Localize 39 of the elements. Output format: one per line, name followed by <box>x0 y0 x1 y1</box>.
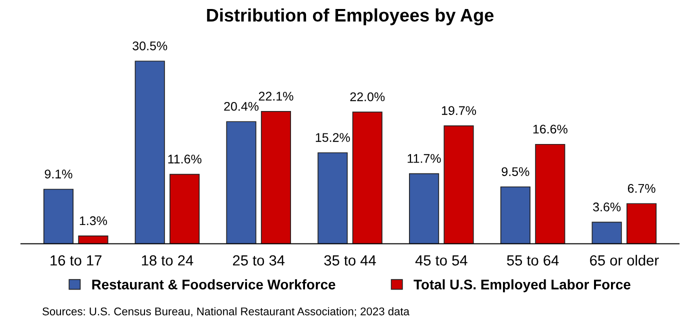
legend-label: Restaurant & Foodservice Workforce <box>92 279 336 290</box>
bar <box>226 121 256 244</box>
x-tick-label: 55 to 64 <box>507 255 559 266</box>
bar <box>43 188 74 244</box>
data-label: 20.4% <box>224 102 259 111</box>
x-tick-label: 18 to 24 <box>142 255 194 266</box>
data-label: 22.1% <box>258 92 294 101</box>
bar <box>260 111 292 244</box>
data-label: 6.7% <box>628 184 656 193</box>
data-label: 11.6% <box>168 154 202 164</box>
bar <box>592 222 622 244</box>
x-tick-label: 35 to 44 <box>324 255 376 266</box>
x-tick-label: 45 to 54 <box>415 255 468 266</box>
data-label: 16.6% <box>533 124 568 134</box>
bar <box>170 174 200 244</box>
x-tick-label: 25 to 34 <box>232 255 285 266</box>
data-label: 19.7% <box>442 106 476 115</box>
data-label: 1.3% <box>80 216 107 226</box>
x-tick-label: 16 to 17 <box>50 255 102 266</box>
bar <box>535 144 566 244</box>
bar <box>444 125 474 244</box>
source-note: Sources: U.S. Census Bureau, National Restaurant Association; 2023 data <box>42 307 410 317</box>
bar <box>134 60 165 244</box>
data-label: 3.6% <box>593 202 621 212</box>
bar <box>408 173 440 244</box>
bar <box>78 236 108 244</box>
legend-label: Total U.S. Employed Labor Force <box>414 279 630 292</box>
bar <box>500 186 530 244</box>
bar <box>318 152 348 244</box>
bar <box>626 203 657 244</box>
data-label: 9.1% <box>44 170 72 178</box>
data-label: 9.5% <box>502 167 530 176</box>
data-label: 15.2% <box>316 133 350 142</box>
x-tick-label: 65 or older <box>590 254 659 266</box>
bar <box>352 112 382 244</box>
data-label: 11.7% <box>408 154 441 163</box>
data-label: 30.5% <box>132 41 168 50</box>
chart-title: Distribution of Employees by Age <box>207 8 494 26</box>
data-label: 22.0% <box>350 92 385 102</box>
